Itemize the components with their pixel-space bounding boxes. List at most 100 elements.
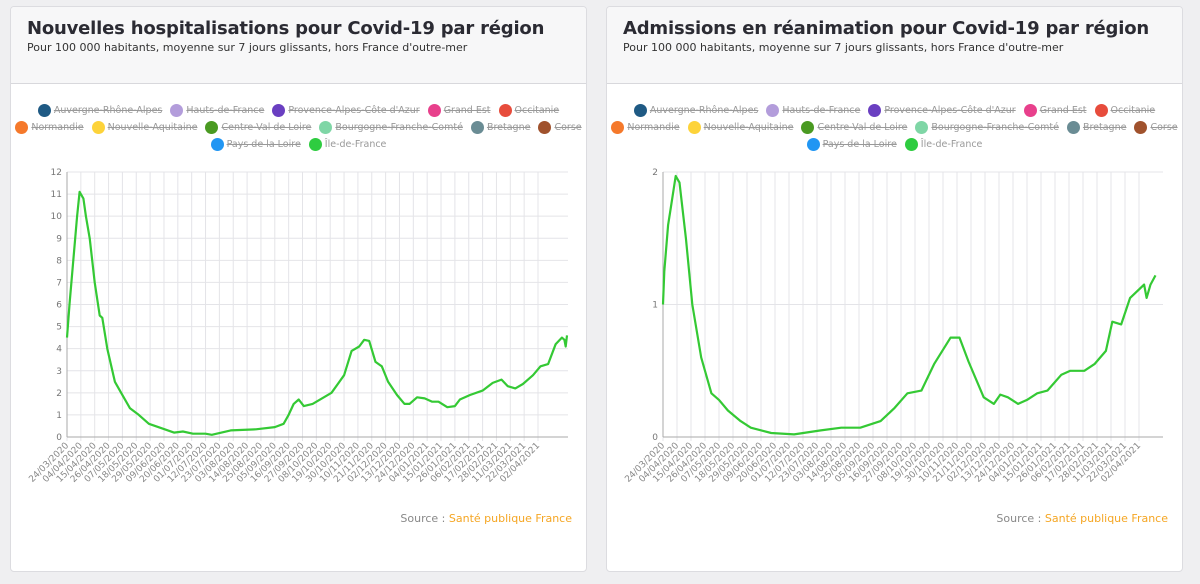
y-tick-label: 5	[56, 323, 62, 333]
legend-item[interactable]: Centre-Val de Loire	[205, 121, 311, 134]
legend-dot-icon	[1023, 104, 1037, 117]
legend-dot-icon	[308, 138, 322, 151]
legend-label: Grand Est	[443, 105, 491, 116]
legend: Auvergne-Rhône-Alpes Hauts-de-France Prove…	[607, 102, 1182, 153]
legend-item[interactable]: Auvergne-Rhône-Alpes	[37, 104, 163, 117]
legend-label: Île-de-France	[324, 139, 387, 150]
legend-label: Occitanie	[1110, 105, 1156, 116]
legend-item[interactable]: Nouvelle-Aquitaine	[687, 121, 794, 134]
legend-item[interactable]: Grand Est	[1023, 104, 1087, 117]
y-tick-label: 1	[652, 301, 658, 311]
legend-label: Bourgogne-Franche-Comté	[931, 122, 1059, 133]
source-note: Source : Santé publique France	[996, 512, 1168, 525]
legend-item[interactable]: Île-de-France	[904, 138, 983, 151]
legend-item[interactable]: Hauts-de-France	[170, 104, 264, 117]
legend-item[interactable]: Auvergne-Rhône-Alpes	[633, 104, 759, 117]
legend-label: Nouvelle-Aquitaine	[703, 122, 794, 133]
legend-row: Normandie Nouvelle-Aquitaine Centre-Val de…	[11, 119, 586, 136]
legend-label: Grand Est	[1039, 105, 1087, 116]
reanimation-card: Admissions en réanimation pour Covid-19 …	[606, 6, 1183, 572]
legend-label: Pays de la Loire	[226, 139, 301, 150]
hospitalisations-card: Nouvelles hospitalisations pour Covid-19…	[10, 6, 587, 572]
legend-label: Provence-Alpes-Côte d'Azur	[288, 105, 420, 116]
legend-item[interactable]: Bourgogne-Franche-Comté	[319, 121, 463, 134]
legend-dot-icon	[170, 104, 184, 117]
legend-item[interactable]: Occitanie	[1094, 104, 1156, 117]
y-tick-label: 3	[56, 367, 62, 377]
card-header: Nouvelles hospitalisations pour Covid-19…	[11, 7, 586, 84]
legend-item[interactable]: Corse	[538, 121, 582, 134]
source-link[interactable]: Santé publique France	[448, 512, 572, 525]
legend-item[interactable]: Provence-Alpes-Côte d'Azur	[868, 104, 1016, 117]
legend-item[interactable]: Bretagne	[1066, 121, 1126, 134]
card-header: Admissions en réanimation pour Covid-19 …	[607, 7, 1182, 84]
y-tick-label: 6	[56, 301, 62, 311]
legend-item[interactable]: Hauts-de-France	[766, 104, 860, 117]
legend-label: Auvergne-Rhône-Alpes	[649, 105, 759, 116]
y-tick-label: 10	[51, 212, 63, 222]
legend-dot-icon	[1134, 121, 1148, 134]
legend-label: Auvergne-Rhône-Alpes	[53, 105, 163, 116]
legend-item[interactable]: Normandie	[611, 121, 680, 134]
legend-item[interactable]: Normandie	[15, 121, 84, 134]
legend-item[interactable]: Île-de-France	[308, 138, 387, 151]
legend-dot-icon	[498, 104, 512, 117]
legend-dot-icon	[427, 104, 441, 117]
legend-item[interactable]: Pays de la Loire	[210, 138, 301, 151]
y-tick-label: 1	[56, 411, 62, 421]
chart-subtitle: Pour 100 000 habitants, moyenne sur 7 jo…	[27, 41, 468, 54]
y-tick-label: 12	[51, 168, 62, 178]
legend-dot-icon	[915, 121, 929, 134]
y-tick-label: 0	[652, 433, 658, 443]
legend-item[interactable]: Occitanie	[498, 104, 559, 117]
legend-dot-icon	[15, 121, 29, 134]
series-line-ile-de-france[interactable]	[65, 190, 569, 436]
chart-subtitle: Pour 100 000 habitants, moyenne sur 7 jo…	[623, 41, 1064, 54]
source-prefix: Source :	[996, 512, 1045, 525]
legend-label: Normandie	[627, 122, 680, 133]
source-prefix: Source :	[400, 512, 449, 525]
legend-dot-icon	[470, 121, 484, 134]
legend-row: Auvergne-Rhône-Alpes Hauts-de-France Prove…	[607, 102, 1182, 119]
legend-item[interactable]: Pays de la Loire	[806, 138, 897, 151]
legend-dot-icon	[766, 104, 780, 117]
legend-label: Hauts-de-France	[186, 105, 265, 116]
legend-label: Île-de-France	[920, 139, 983, 150]
legend-dot-icon	[37, 104, 51, 117]
legend-dot-icon	[801, 121, 815, 134]
legend-row: Pays de la Loire Île-de-France	[11, 136, 586, 153]
line-chart: 012345678910111224/03/202004/04/202015/0…	[27, 168, 569, 485]
legend-item[interactable]: Provence-Alpes-Côte d'Azur	[272, 104, 420, 117]
legend-label: Hauts-de-France	[782, 105, 861, 116]
legend-item[interactable]: Bretagne	[470, 121, 530, 134]
y-tick-label: 2	[652, 168, 658, 178]
legend-dot-icon	[904, 138, 918, 151]
legend-dot-icon	[538, 121, 552, 134]
legend-dot-icon	[91, 121, 105, 134]
legend-label: Corse	[554, 122, 582, 133]
legend-label: Provence-Alpes-Côte d'Azur	[884, 105, 1016, 116]
y-tick-label: 11	[51, 190, 62, 200]
legend-item[interactable]: Grand Est	[427, 104, 491, 117]
legend-dot-icon	[1066, 121, 1080, 134]
series-line-ile-de-france[interactable]	[661, 174, 1157, 436]
legend-dot-icon	[868, 104, 882, 117]
legend-dot-icon	[210, 138, 224, 151]
y-tick-label: 4	[56, 345, 62, 355]
y-tick-label: 8	[56, 256, 62, 266]
chart-title: Admissions en réanimation pour Covid-19 …	[623, 18, 1149, 39]
source-note: Source : Santé publique France	[400, 512, 572, 525]
legend-item[interactable]: Nouvelle-Aquitaine	[91, 121, 197, 134]
legend-dot-icon	[633, 104, 647, 117]
legend-label: Centre-Val de Loire	[221, 122, 312, 133]
legend-item[interactable]: Corse	[1134, 121, 1178, 134]
y-tick-label: 2	[56, 389, 62, 399]
legend-dot-icon	[687, 121, 701, 134]
legend-label: Centre-Val de Loire	[817, 122, 908, 133]
legend-item[interactable]: Centre-Val de Loire	[801, 121, 907, 134]
legend-item[interactable]: Bourgogne-Franche-Comté	[915, 121, 1059, 134]
source-link[interactable]: Santé publique France	[1044, 512, 1168, 525]
chart-title: Nouvelles hospitalisations pour Covid-19…	[27, 18, 545, 39]
y-tick-label: 0	[56, 433, 62, 443]
y-tick-label: 7	[56, 278, 62, 288]
